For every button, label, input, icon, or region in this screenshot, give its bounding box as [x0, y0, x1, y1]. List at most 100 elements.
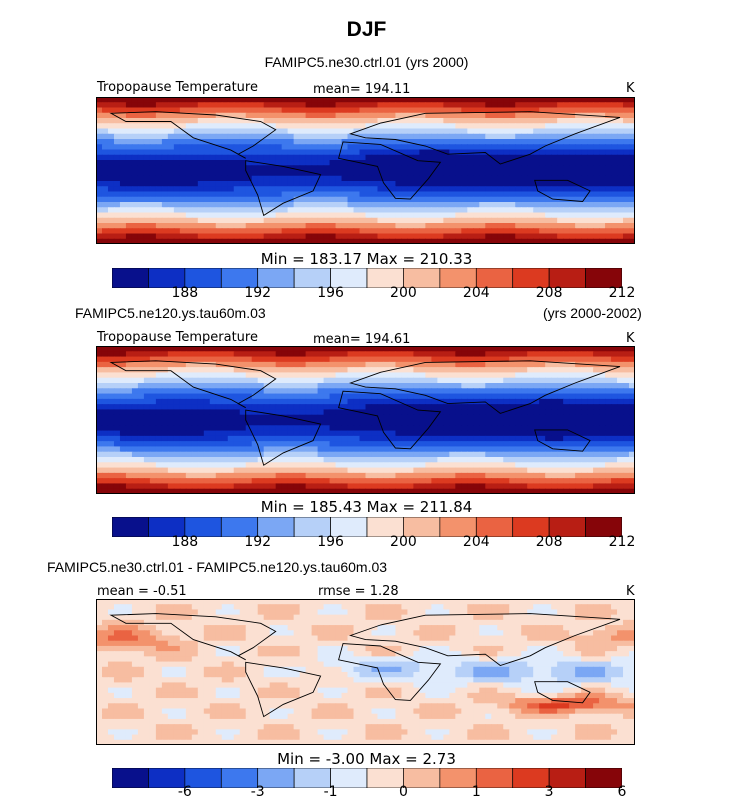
map-cell	[341, 238, 349, 244]
map-cell	[539, 238, 546, 244]
map-cell	[431, 478, 438, 485]
map-cell	[155, 393, 163, 400]
map-cell	[413, 165, 420, 172]
map-cell	[431, 425, 438, 432]
map-cell	[263, 112, 271, 119]
map-cell	[425, 356, 432, 363]
map-cell	[509, 351, 516, 358]
map-cell	[545, 435, 552, 442]
map-cell	[341, 346, 349, 352]
map-cell	[557, 139, 564, 145]
map-cell	[581, 351, 588, 358]
map-cell	[317, 377, 325, 384]
map-cell	[143, 97, 151, 103]
map-cell	[557, 435, 564, 442]
map-cell	[533, 409, 540, 416]
map-cell	[539, 165, 546, 172]
map-cell	[317, 398, 325, 405]
map-cell	[269, 212, 277, 219]
map-cell	[371, 118, 379, 124]
map-cell	[167, 430, 175, 437]
map-cell	[467, 409, 474, 416]
map-cell	[161, 430, 169, 437]
map-cell	[113, 191, 121, 198]
map-cell	[131, 414, 139, 421]
map-cell	[191, 118, 199, 124]
map-cell	[371, 351, 379, 358]
map-cell	[341, 483, 349, 490]
map-cell	[215, 430, 223, 437]
map-cell	[197, 170, 205, 177]
map-cell	[251, 175, 259, 182]
map-cell	[155, 483, 163, 490]
map-cell	[383, 102, 391, 109]
map-cell	[197, 233, 205, 240]
map-cell	[269, 233, 277, 240]
map-cell	[503, 414, 510, 421]
map-cell	[545, 212, 552, 219]
map-cell	[539, 181, 546, 187]
map-cell	[383, 483, 391, 490]
map-cell	[413, 462, 420, 469]
map-cell	[527, 441, 534, 448]
map-cell	[521, 196, 528, 203]
map-cell	[245, 223, 253, 229]
map-cell	[437, 154, 444, 161]
map-cell	[557, 233, 564, 240]
map-cell	[317, 483, 325, 490]
map-cell	[269, 196, 277, 203]
map-cell	[257, 223, 265, 229]
map-cell	[473, 228, 480, 235]
map-cell	[521, 361, 528, 368]
map-cell	[515, 139, 522, 145]
map-cell	[455, 409, 462, 416]
map-cell	[161, 181, 169, 187]
map-cell	[143, 462, 151, 469]
map-cell	[599, 435, 606, 442]
map-cell	[353, 388, 361, 395]
map-cell	[449, 414, 456, 421]
map-cell	[503, 223, 510, 229]
map-cell	[275, 377, 283, 384]
map-cell	[119, 404, 127, 411]
map-cell	[599, 425, 606, 432]
map-cell	[125, 467, 133, 474]
map-cell	[407, 217, 415, 224]
map-cell	[593, 118, 600, 124]
map-cell	[377, 414, 385, 421]
map-cell	[257, 165, 265, 172]
map-cell	[269, 393, 277, 400]
map-cell	[239, 149, 247, 156]
map-cell	[419, 181, 426, 187]
map-cell	[359, 112, 367, 119]
map-cell	[437, 435, 444, 442]
map-cell	[437, 112, 444, 119]
map-cell	[491, 377, 498, 384]
map-cell	[185, 154, 193, 161]
map-cell	[479, 361, 486, 368]
map-cell	[371, 196, 379, 203]
map-cell	[257, 377, 265, 384]
map-cell	[461, 472, 468, 479]
map-cell	[131, 446, 139, 453]
map-cell	[575, 409, 582, 416]
map-cell	[485, 398, 492, 405]
map-cell	[173, 441, 181, 448]
map-cell	[263, 409, 271, 416]
map-cell	[101, 457, 109, 463]
map-cell	[431, 377, 438, 384]
map-cell	[347, 223, 355, 229]
map-cell	[479, 196, 486, 203]
map-cell	[515, 367, 522, 374]
map-cell	[509, 393, 516, 400]
map-cell	[251, 356, 259, 363]
map-cell	[143, 123, 151, 130]
map-cell	[419, 149, 426, 156]
map-cell	[155, 191, 163, 198]
map-cell	[119, 483, 127, 490]
map-cell	[275, 223, 283, 229]
map-cell	[521, 472, 528, 479]
map-cell	[407, 446, 415, 453]
map-cell	[161, 393, 169, 400]
map-cell	[431, 446, 438, 453]
